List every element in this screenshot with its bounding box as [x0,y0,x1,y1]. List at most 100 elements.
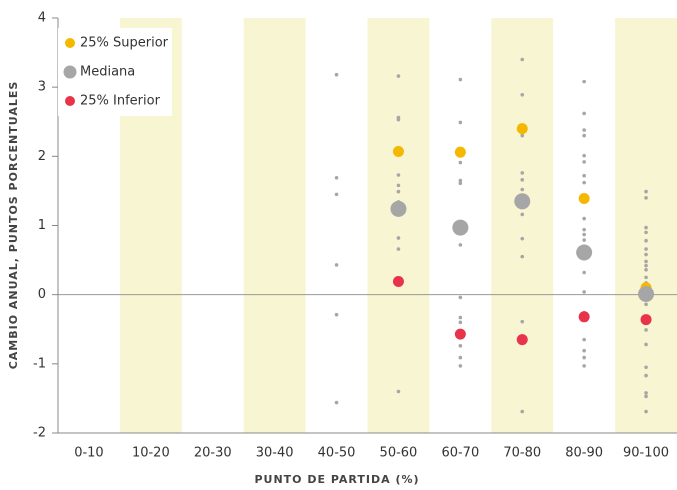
observation-dot [334,192,339,197]
y-axis-label: CAMBIO ANUAL, PUNTOS PORCENTUALES [7,81,20,370]
observation-dot [644,238,648,243]
observation-dot [644,267,648,272]
x-tick-label: 60-70 [441,446,479,461]
summary-point [516,334,528,346]
x-tick-label: 0-10 [74,446,104,461]
observation-dot [644,394,648,399]
observation-dot [396,389,401,394]
x-tick-label: 40-50 [318,446,356,461]
observation-dot [644,409,648,414]
observation-dot [458,243,463,247]
observation-dot [458,160,463,165]
observation-dot [396,247,401,251]
observation-dot [582,270,586,275]
x-tick-label: 80-90 [565,446,603,461]
y-tick-label: 1 [38,218,46,233]
x-axis-label: PUNTO DE PARTIDA (%) [254,473,419,486]
legend-marker [63,65,77,79]
observation-dot [334,72,339,77]
x-tick-label: 50-60 [380,446,418,461]
summary-point [454,146,466,158]
summary-point [578,193,590,205]
observation-dot [458,355,463,360]
y-tick-label: 3 [38,80,46,95]
observation-dot [396,173,401,177]
summary-point [514,193,531,210]
band [243,18,306,433]
observation-dot [334,263,339,267]
observation-dot [582,173,586,178]
observation-dot [520,57,525,62]
observation-dot [458,315,463,320]
legend-label: Mediana [80,65,135,80]
legend-marker [65,38,75,48]
observation-dot [396,183,401,188]
observation-dot [334,400,339,405]
observation-dot [582,232,586,237]
observation-dot [520,212,525,217]
observation-dot [458,181,463,186]
observation-dot [458,320,463,325]
band [491,18,554,433]
observation-dot [644,252,648,257]
y-tick-label: 4 [38,11,46,26]
legend-box [58,28,172,116]
observation-dot [582,238,586,242]
observation-dot [582,180,586,185]
x-tick-label: 30-40 [256,446,294,461]
observation-dot [582,153,586,158]
observation-dot [582,364,586,368]
observation-dot [644,263,648,268]
observation-dot [520,409,525,414]
summary-point [576,244,593,261]
observation-dot [644,189,648,194]
y-tick-label: -1 [33,356,46,371]
x-tick-label: 10-20 [132,446,170,461]
observation-dot [644,302,648,307]
observation-dot [644,247,648,251]
observation-dot [520,236,525,241]
summary-point [392,145,404,157]
observation-dot [582,348,586,353]
summary-point [390,200,407,217]
observation-dot [520,178,525,182]
observation-dot [582,227,586,232]
observation-dot [334,175,339,180]
observation-dot [458,295,463,300]
x-tick-label: 20-30 [194,446,232,461]
observation-dot [582,290,586,294]
observation-dot [458,77,463,82]
observation-dot [582,355,586,360]
observation-dot [520,254,525,259]
observation-dot [644,342,648,347]
summary-point [454,328,466,340]
observation-dot [334,312,339,317]
summary-point [640,314,652,326]
observation-dot [644,230,648,235]
observation-dot [582,111,586,116]
x-tick-label: 70-80 [503,446,541,461]
observation-dot [644,373,648,378]
observation-dot [582,133,586,138]
observation-dot [458,178,463,183]
observation-dot [582,160,586,164]
observation-dot [520,92,525,97]
observation-dot [520,171,525,175]
summary-point [516,123,528,135]
observation-dot [396,236,401,240]
observation-dot [396,115,401,120]
y-tick-label: 0 [38,287,46,302]
summary-point [392,276,404,288]
observation-dot [520,319,525,324]
x-tick-label: 90-100 [623,446,669,461]
observation-dot [520,133,525,138]
observation-dot [458,120,463,125]
summary-point [452,219,469,236]
y-tick-label: 2 [38,149,46,164]
observation-dot [520,187,525,192]
summary-point [578,311,590,323]
legend-label: 25% Superior [80,36,169,51]
observation-dot [644,196,648,200]
observation-dot [644,225,648,230]
